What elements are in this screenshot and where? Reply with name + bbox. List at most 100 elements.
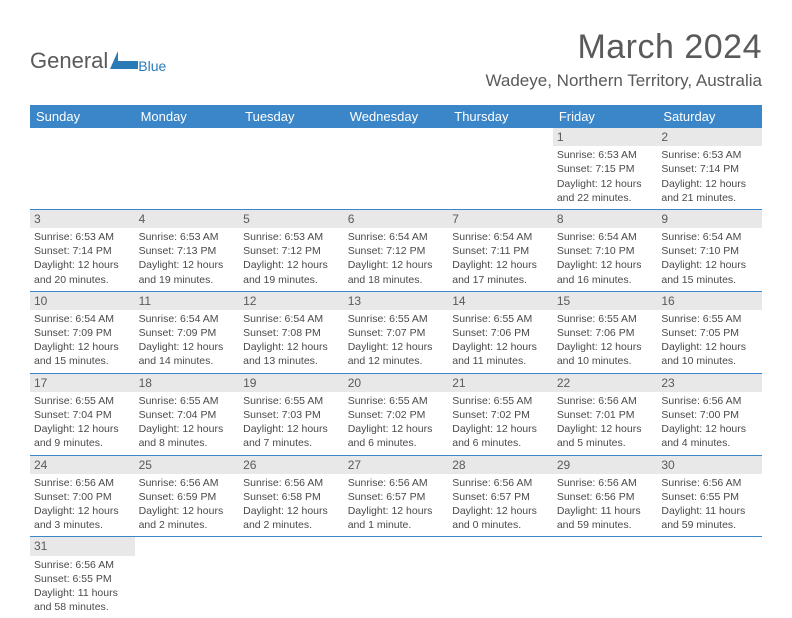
cell-text-line: Sunset: 6:55 PM <box>34 572 131 586</box>
cell-text-line: Sunset: 7:00 PM <box>661 408 758 422</box>
cell-text-line: Sunset: 7:05 PM <box>661 326 758 340</box>
calendar-cell <box>657 537 762 618</box>
cell-text-line: Daylight: 12 hours <box>34 258 131 272</box>
cell-text-line: and 4 minutes. <box>661 436 758 450</box>
cell-text-line: and 5 minutes. <box>557 436 654 450</box>
calendar-cell: 18Sunrise: 6:55 AMSunset: 7:04 PMDayligh… <box>135 373 240 455</box>
weekday-header: Monday <box>135 105 240 128</box>
weekday-header: Saturday <box>657 105 762 128</box>
calendar-cell: 3Sunrise: 6:53 AMSunset: 7:14 PMDaylight… <box>30 209 135 291</box>
calendar-cell: 20Sunrise: 6:55 AMSunset: 7:02 PMDayligh… <box>344 373 449 455</box>
cell-text-line: Sunset: 6:59 PM <box>139 490 236 504</box>
calendar-cell: 2Sunrise: 6:53 AMSunset: 7:14 PMDaylight… <box>657 128 762 209</box>
day-number: 24 <box>30 456 135 474</box>
calendar-cell: 27Sunrise: 6:56 AMSunset: 6:57 PMDayligh… <box>344 455 449 537</box>
calendar-cell: 17Sunrise: 6:55 AMSunset: 7:04 PMDayligh… <box>30 373 135 455</box>
cell-text-line: and 20 minutes. <box>34 273 131 287</box>
cell-text-line: Daylight: 11 hours <box>34 586 131 600</box>
cell-text-line: Sunset: 7:15 PM <box>557 162 654 176</box>
cell-text-line: Sunset: 7:09 PM <box>139 326 236 340</box>
weekday-header: Wednesday <box>344 105 449 128</box>
calendar-cell: 12Sunrise: 6:54 AMSunset: 7:08 PMDayligh… <box>239 291 344 373</box>
day-number: 1 <box>553 128 658 146</box>
day-number: 12 <box>239 292 344 310</box>
calendar-cell: 19Sunrise: 6:55 AMSunset: 7:03 PMDayligh… <box>239 373 344 455</box>
cell-text-line: and 9 minutes. <box>34 436 131 450</box>
cell-text-line: and 15 minutes. <box>661 273 758 287</box>
cell-text-line: Sunset: 7:02 PM <box>452 408 549 422</box>
calendar-cell: 29Sunrise: 6:56 AMSunset: 6:56 PMDayligh… <box>553 455 658 537</box>
cell-text-line: Daylight: 12 hours <box>34 340 131 354</box>
calendar-cell: 22Sunrise: 6:56 AMSunset: 7:01 PMDayligh… <box>553 373 658 455</box>
cell-text-line: Daylight: 11 hours <box>661 504 758 518</box>
calendar-table: Sunday Monday Tuesday Wednesday Thursday… <box>30 105 762 618</box>
cell-text-line: Daylight: 12 hours <box>452 422 549 436</box>
day-number: 28 <box>448 456 553 474</box>
calendar-cell: 25Sunrise: 6:56 AMSunset: 6:59 PMDayligh… <box>135 455 240 537</box>
cell-text-line: Daylight: 12 hours <box>452 340 549 354</box>
cell-text-line: Daylight: 12 hours <box>661 177 758 191</box>
weekday-header: Tuesday <box>239 105 344 128</box>
cell-text-line: Daylight: 12 hours <box>452 504 549 518</box>
cell-text-line: Sunrise: 6:53 AM <box>661 148 758 162</box>
cell-text-line: Daylight: 12 hours <box>661 340 758 354</box>
cell-text-line: Daylight: 12 hours <box>661 422 758 436</box>
cell-text-line: Sunrise: 6:54 AM <box>139 312 236 326</box>
calendar-cell: 11 Sunrise: 6:54 AMSunset: 7:09 PMDayligh… <box>135 291 240 373</box>
day-number <box>448 537 553 555</box>
cell-text-line: Sunset: 7:03 PM <box>243 408 340 422</box>
cell-text-line: Daylight: 12 hours <box>139 340 236 354</box>
cell-text-line: and 0 minutes. <box>452 518 549 532</box>
cell-text-line: Daylight: 12 hours <box>243 504 340 518</box>
cell-text-line: Daylight: 12 hours <box>139 504 236 518</box>
calendar-cell: 4Sunrise: 6:53 AMSunset: 7:13 PMDaylight… <box>135 209 240 291</box>
cell-text-line: Sunrise: 6:53 AM <box>139 230 236 244</box>
day-number: 30 <box>657 456 762 474</box>
cell-text-line: Sunrise: 6:56 AM <box>557 476 654 490</box>
cell-text-line: and 18 minutes. <box>348 273 445 287</box>
cell-text-line: Sunset: 6:55 PM <box>661 490 758 504</box>
weekday-header: Sunday <box>30 105 135 128</box>
cell-text-line: Sunset: 7:11 PM <box>452 244 549 258</box>
cell-text-line: Sunrise: 6:55 AM <box>34 394 131 408</box>
calendar-cell: 24Sunrise: 6:56 AMSunset: 7:00 PMDayligh… <box>30 455 135 537</box>
cell-text-line: Sunset: 7:07 PM <box>348 326 445 340</box>
cell-text-line: Daylight: 12 hours <box>34 504 131 518</box>
cell-text-line: and 10 minutes. <box>661 354 758 368</box>
day-number: 2 <box>657 128 762 146</box>
cell-text-line: Daylight: 12 hours <box>243 422 340 436</box>
day-number <box>553 537 658 555</box>
calendar-cell: 5Sunrise: 6:53 AMSunset: 7:12 PMDaylight… <box>239 209 344 291</box>
cell-text-line: Sunrise: 6:54 AM <box>452 230 549 244</box>
day-number: 18 <box>135 374 240 392</box>
cell-text-line: and 59 minutes. <box>661 518 758 532</box>
cell-text-line: Sunrise: 6:55 AM <box>452 312 549 326</box>
cell-text-line: Sunrise: 6:53 AM <box>557 148 654 162</box>
cell-text-line: Sunrise: 6:55 AM <box>452 394 549 408</box>
cell-text-line: Daylight: 12 hours <box>348 340 445 354</box>
day-number <box>239 128 344 146</box>
cell-text-line: Sunset: 7:06 PM <box>452 326 549 340</box>
cell-text-line: and 1 minute. <box>348 518 445 532</box>
day-number: 19 <box>239 374 344 392</box>
cell-text-line: Sunset: 7:09 PM <box>34 326 131 340</box>
calendar-cell <box>30 128 135 209</box>
day-number: 11 <box>135 292 240 310</box>
cell-text-line: and 8 minutes. <box>139 436 236 450</box>
day-number <box>448 128 553 146</box>
day-number: 6 <box>344 210 449 228</box>
location-text: Wadeye, Northern Territory, Australia <box>30 71 762 91</box>
cell-text-line: Daylight: 12 hours <box>139 422 236 436</box>
day-number: 9 <box>657 210 762 228</box>
day-number: 10 <box>30 292 135 310</box>
cell-text-line: and 21 minutes. <box>661 191 758 205</box>
cell-text-line: Sunrise: 6:55 AM <box>139 394 236 408</box>
calendar-cell <box>553 537 658 618</box>
cell-text-line: Daylight: 12 hours <box>557 340 654 354</box>
cell-text-line: Daylight: 12 hours <box>348 504 445 518</box>
cell-text-line: Sunrise: 6:55 AM <box>348 394 445 408</box>
day-number: 8 <box>553 210 658 228</box>
cell-text-line: Daylight: 12 hours <box>557 422 654 436</box>
day-number <box>657 537 762 555</box>
day-number: 21 <box>448 374 553 392</box>
